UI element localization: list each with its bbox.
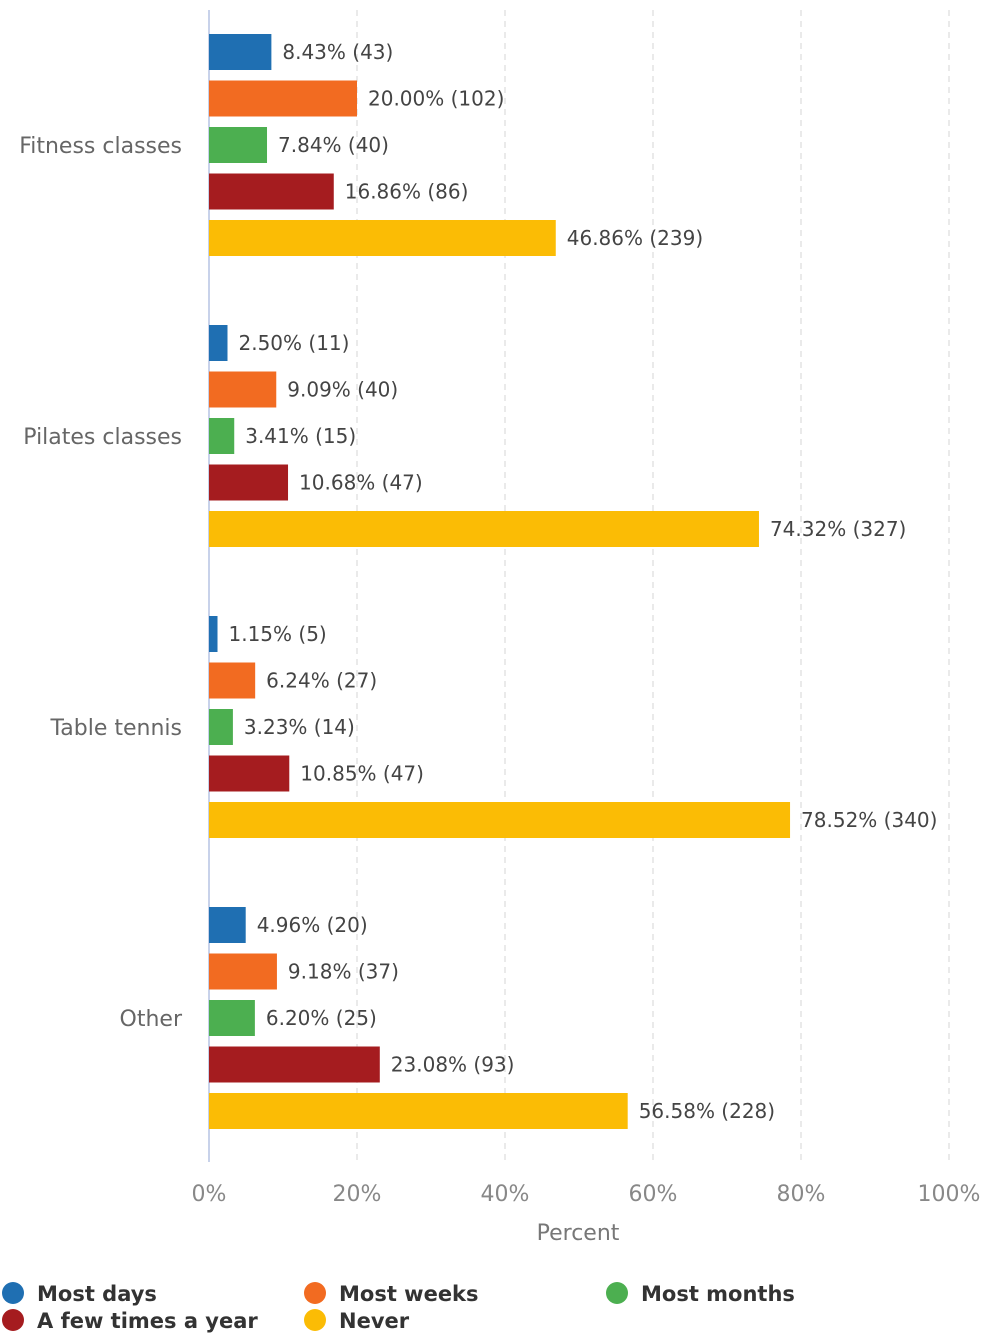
bar — [209, 1093, 628, 1129]
bar — [209, 511, 759, 547]
category-label: Fitness classes — [19, 134, 182, 159]
bar — [209, 907, 246, 943]
data-label: 8.43% (43) — [282, 40, 393, 64]
bar — [209, 755, 290, 792]
bar — [209, 662, 256, 699]
category-label: Other — [120, 1007, 183, 1032]
bar — [209, 1000, 255, 1036]
bar — [209, 80, 357, 117]
data-label: 56.58% (228) — [639, 1099, 775, 1123]
bar — [209, 127, 268, 163]
legend-marker — [304, 1309, 326, 1331]
bar — [209, 325, 228, 361]
data-label: 1.15% (5) — [229, 622, 327, 646]
category-label: Pilates classes — [23, 425, 182, 450]
tick-label: 60% — [629, 1182, 678, 1207]
bar — [209, 709, 233, 745]
legend-label: Most months — [641, 1282, 795, 1306]
tick-label: 0% — [192, 1182, 227, 1207]
x-axis-ticks: 0% 20% 40% 60% 80% 100% — [192, 1182, 981, 1207]
data-label: 2.50% (11) — [239, 331, 350, 355]
bar — [209, 953, 277, 990]
data-label: 6.20% (25) — [266, 1006, 377, 1030]
bar — [209, 802, 791, 838]
data-label: 3.41% (15) — [245, 424, 356, 448]
category-label: Table tennis — [49, 716, 182, 741]
bars — [209, 34, 791, 1129]
data-label: 74.32% (327) — [770, 517, 906, 541]
data-label: 46.86% (239) — [567, 226, 703, 250]
bar — [209, 371, 277, 408]
legend: Most days Most weeks Most months A few time… — [2, 1282, 795, 1333]
data-label: 78.52% (340) — [801, 808, 937, 832]
legend-marker — [304, 1282, 326, 1304]
bar — [209, 1046, 380, 1083]
bar — [209, 616, 218, 652]
data-label: 6.24% (27) — [266, 669, 377, 693]
legend-marker — [2, 1282, 24, 1304]
legend-marker — [606, 1282, 628, 1304]
category-labels: Fitness classes Pilates classes Table tenn… — [19, 134, 183, 1032]
bar — [209, 220, 556, 256]
legend-label: Never — [339, 1309, 410, 1333]
tick-label: 80% — [777, 1182, 826, 1207]
data-label: 4.96% (20) — [257, 913, 368, 937]
bar — [209, 418, 235, 454]
legend-label: A few times a year — [37, 1309, 258, 1333]
legend-label: Most weeks — [339, 1282, 479, 1306]
data-label: 9.09% (40) — [287, 378, 398, 402]
data-label: 7.84% (40) — [278, 133, 389, 157]
data-label: 10.68% (47) — [299, 471, 423, 495]
data-label: 9.18% (37) — [288, 960, 399, 984]
data-label: 3.23% (14) — [244, 715, 355, 739]
bar — [209, 173, 334, 210]
data-label: 23.08% (93) — [391, 1053, 515, 1077]
data-label: 10.85% (47) — [300, 762, 424, 786]
bar — [209, 34, 272, 70]
x-axis-title: Percent — [537, 1221, 620, 1246]
data-labels: 8.43% (43) 20.00% (102) 7.84% (40) 16.86% (… — [229, 40, 938, 1123]
tick-label: 100% — [918, 1182, 981, 1207]
tick-label: 20% — [333, 1182, 382, 1207]
tick-label: 40% — [481, 1182, 530, 1207]
data-label: 20.00% (102) — [368, 87, 504, 111]
legend-marker — [2, 1309, 24, 1331]
bar — [209, 464, 289, 501]
data-label: 16.86% (86) — [345, 180, 469, 204]
legend-label: Most days — [37, 1282, 157, 1306]
